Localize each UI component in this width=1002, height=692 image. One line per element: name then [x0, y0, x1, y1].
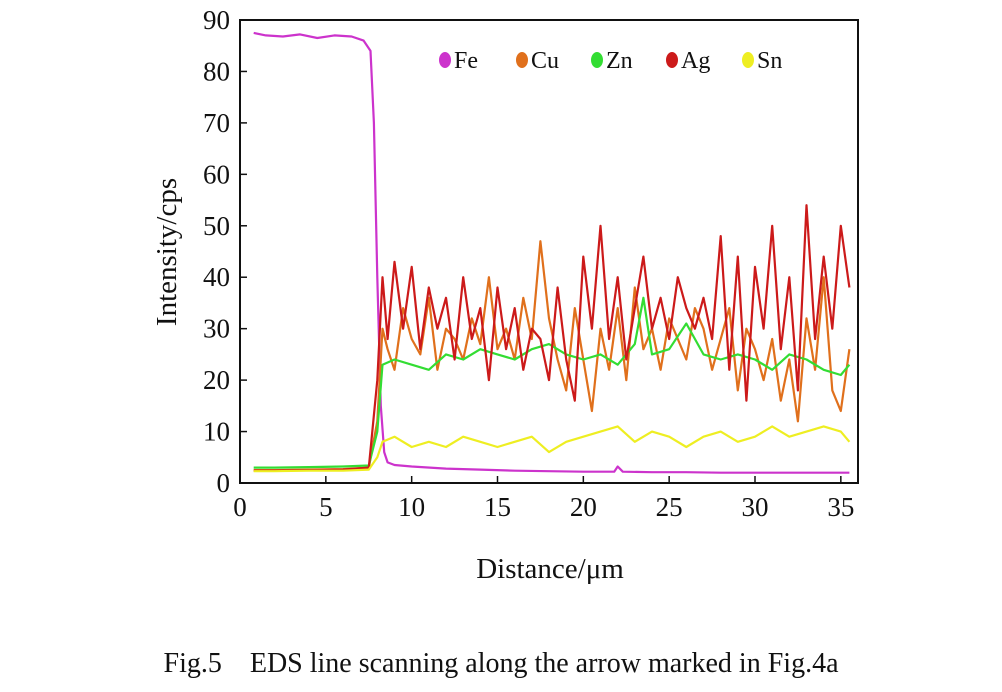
legend-marker-sn — [742, 52, 754, 68]
y-tick-label: 60 — [203, 159, 230, 189]
x-tick-label: 10 — [398, 492, 425, 522]
plot-lines — [253, 31, 851, 474]
x-tick-label: 35 — [827, 492, 854, 522]
legend-marker-fe — [439, 52, 451, 68]
axis-ticks: 0 5 10 15 20 25 30 35 0 10 20 30 40 50 60 70 80 90 — [203, 5, 854, 522]
y-tick-label: 50 — [203, 211, 230, 241]
series-line-zn — [253, 296, 851, 469]
legend: Fe Cu Zn Ag Sn — [439, 48, 782, 74]
eds-line-scan-chart: 0 5 10 15 20 25 30 35 0 10 20 30 40 50 60 70 80 90 Fe Cu Zn… — [151, 5, 859, 585]
x-tick-label: 0 — [233, 492, 247, 522]
y-tick-label: 10 — [203, 417, 230, 447]
x-tick-label: 20 — [570, 492, 597, 522]
legend-marker-zn — [591, 52, 603, 68]
y-tick-label: 40 — [203, 262, 230, 292]
plot-frame — [239, 19, 859, 484]
y-tick-label: 0 — [217, 468, 231, 498]
x-tick-label: 25 — [656, 492, 683, 522]
y-tick-label: 30 — [203, 314, 230, 344]
legend-label-ag: Ag — [681, 48, 710, 74]
x-tick-label: 15 — [484, 492, 511, 522]
y-tick-label: 80 — [203, 56, 230, 86]
x-tick-label: 30 — [742, 492, 769, 522]
figure-caption: Fig.5 EDS line scanning along the arrow … — [163, 648, 839, 679]
legend-label-cu: Cu — [531, 48, 559, 74]
legend-label-sn: Sn — [757, 48, 782, 74]
series-line-fe — [253, 31, 850, 474]
legend-marker-ag — [666, 52, 678, 68]
y-tick-label: 90 — [203, 5, 230, 35]
series-line-sn — [253, 425, 851, 473]
y-tick-label: 20 — [203, 365, 230, 395]
y-axis-title: Intensity/cps — [151, 178, 183, 326]
legend-marker-cu — [516, 52, 528, 68]
legend-label-zn: Zn — [606, 48, 633, 74]
legend-label-fe: Fe — [454, 48, 478, 74]
series-line-ag — [253, 204, 851, 472]
x-tick-label: 5 — [319, 492, 333, 522]
y-tick-label: 70 — [203, 108, 230, 138]
series-line-cu — [253, 240, 851, 472]
x-axis-title: Distance/μm — [476, 553, 624, 585]
